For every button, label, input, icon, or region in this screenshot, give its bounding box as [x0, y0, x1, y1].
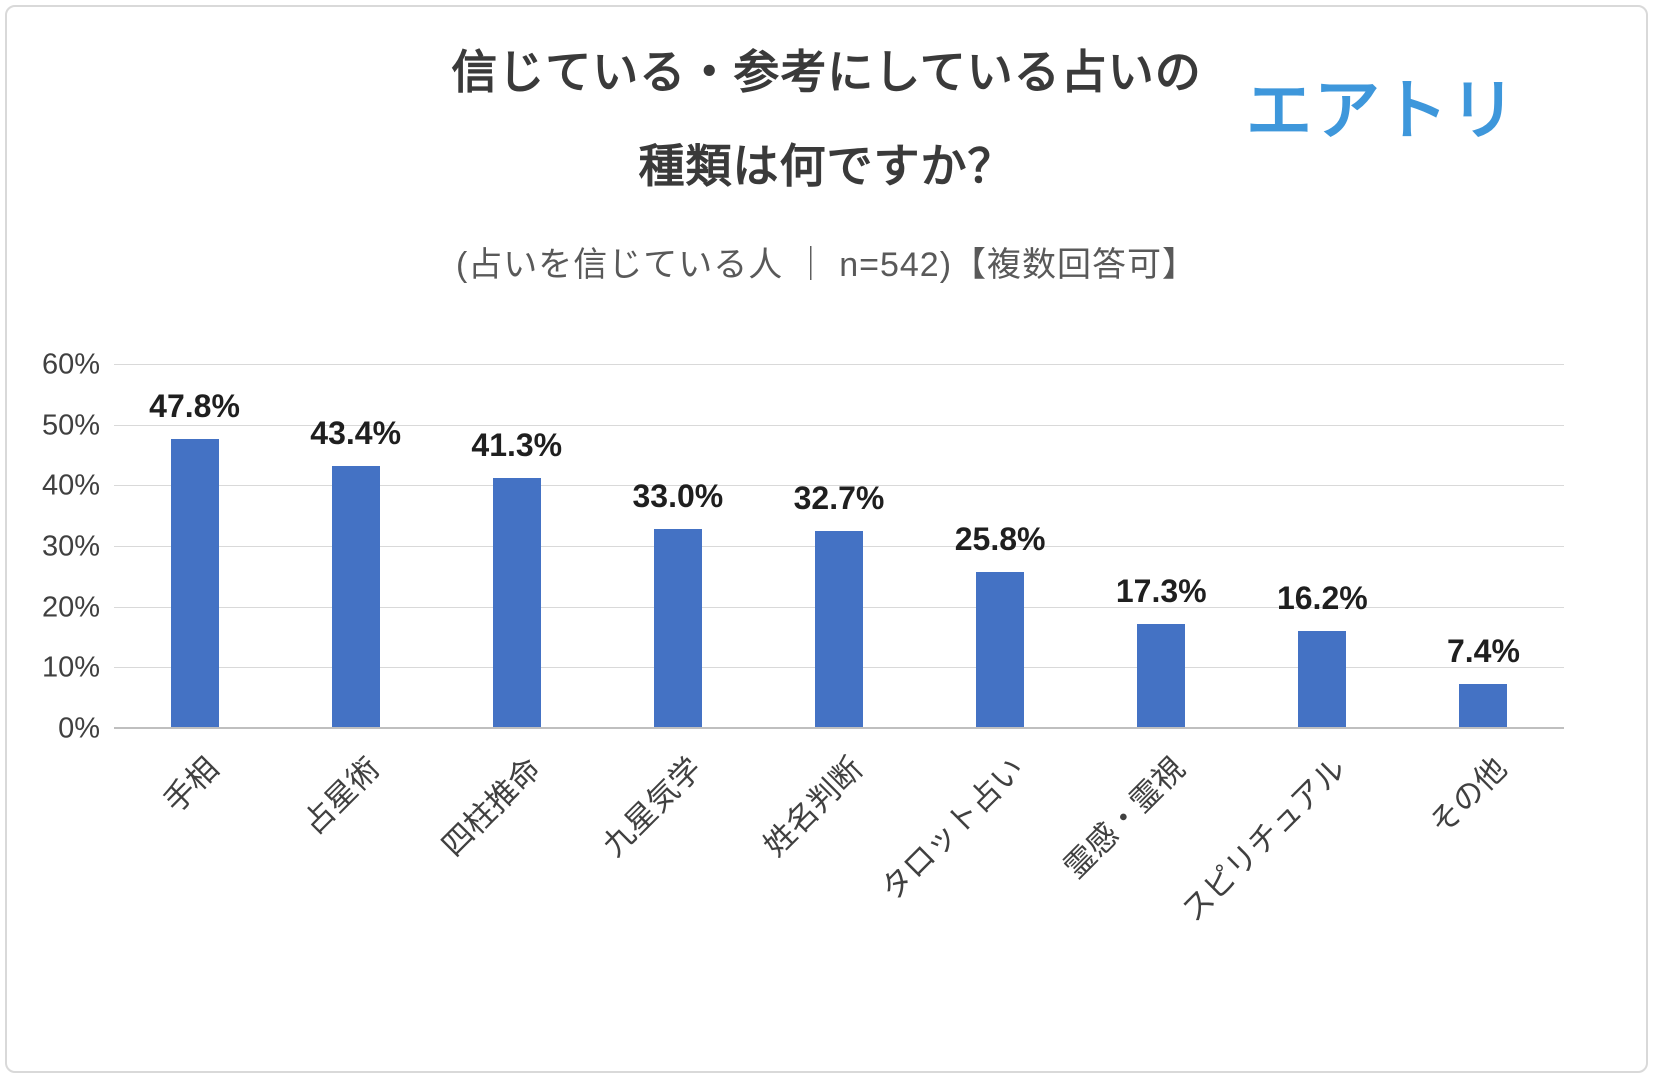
gridline [114, 364, 1564, 365]
y-axis-tick-label: 20% [41, 591, 100, 624]
bar-value-label: 16.2% [1276, 579, 1368, 616]
x-axis-tick-label: その他 [1423, 750, 1514, 842]
x-axis-tick-label: スピリチュアル [1175, 750, 1353, 929]
bar-value-label: 17.3% [1115, 573, 1207, 610]
bar-四柱推命 [492, 478, 541, 729]
chart-title: 信じている・参考にしている占いの 種類は何ですか？ [7, 7, 1646, 189]
bar-霊感・霊視 [1137, 624, 1186, 729]
bar-タロット占い [976, 572, 1025, 729]
chart-subtitle: (占いを信じている人 ｜ n=542)【複数回答可】 [455, 246, 1198, 284]
bar-九星気学 [653, 528, 702, 729]
bar-その他 [1459, 684, 1508, 729]
x-axis-tick-label: 姓名判断 [756, 750, 870, 864]
gridline [114, 424, 1564, 426]
y-axis-tick-label: 60% [41, 348, 100, 381]
bar-chart: 0% 10% 20% 30% 40% 50% 60% 47.8% 手相 43.4% 占星術 41.3… [19, 349, 1564, 928]
bar-占星術 [331, 465, 380, 729]
x-axis-tick-label: 四柱推命 [434, 750, 548, 864]
bar-スピリチュアル [1298, 630, 1347, 729]
x-axis-tick-label: 手相 [156, 750, 225, 820]
bar-value-label: 25.8% [954, 521, 1046, 558]
chart-card: 信じている・参考にしている占いの 種類は何ですか？ (占いを信じている人 ｜ n… [5, 5, 1648, 1073]
y-axis-tick-label: 30% [41, 530, 100, 563]
bar-手相 [170, 439, 219, 729]
y-axis-tick-label: 10% [41, 651, 100, 684]
bar-value-label: 43.4% [310, 414, 402, 451]
gridline [114, 485, 1564, 487]
bar-value-label: 32.7% [793, 479, 885, 516]
chart-header: 信じている・参考にしている占いの 種類は何ですか？ (占いを信じている人 ｜ n… [7, 7, 1646, 286]
bar-value-label: 41.3% [471, 427, 563, 464]
y-axis-tick-label: 0% [58, 712, 100, 745]
chart-title-line1: 信じている・参考にしている占いの [451, 46, 1202, 98]
x-axis-tick-label: タロット占い [874, 750, 1031, 907]
chart-title-line2: 種類は何ですか？ [638, 140, 1015, 192]
x-axis-tick-label: 占星術 [295, 750, 387, 842]
bar-value-label: 33.0% [632, 477, 724, 514]
bar-value-label: 7.4% [1446, 633, 1520, 670]
y-axis-tick-label: 50% [41, 409, 100, 442]
y-axis-tick-label: 40% [41, 469, 100, 502]
plot-area: 47.8% 手相 43.4% 占星術 41.3% 四柱推命 33.0% 九星気学 32.7% 姓名… [114, 364, 1564, 928]
bar-value-label: 47.8% [149, 388, 240, 425]
x-axis-line [114, 727, 1564, 729]
bar-姓名判断 [815, 530, 863, 729]
x-axis-tick-label: 九星気学 [595, 750, 709, 864]
y-axis: 0% 10% 20% 30% 40% 50% 60% [19, 349, 114, 745]
airtrip-logo: エアトリ [1246, 73, 1518, 147]
x-axis-tick-label: 霊感・霊視 [1057, 750, 1192, 886]
